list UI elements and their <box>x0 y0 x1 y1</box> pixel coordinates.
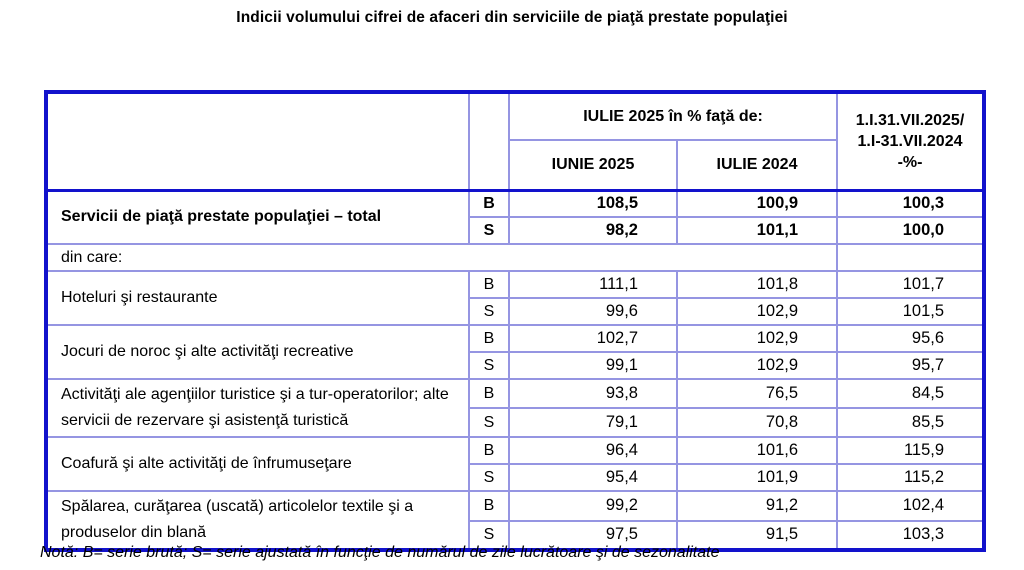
header-empty-category <box>45 91 470 192</box>
series-letter-s: S <box>468 297 510 326</box>
table-row-total-s: S 98,2 101,1 100,0 <box>46 216 986 245</box>
value-cell: 111,1 <box>508 270 678 299</box>
value-cell: 96,4 <box>508 436 678 465</box>
series-letter-b: B <box>468 436 510 465</box>
row-label: Spălarea, curăţarea (uscată) articolelor… <box>45 490 470 551</box>
table-row: Hoteluri şi restaurante B 111,1 101,8 10… <box>45 270 986 326</box>
value-cell: 101,6 <box>675 436 839 465</box>
period-line-2: 1.I-31.VII.2024 <box>857 132 963 150</box>
table-row: Coafură şi alte activităţi de înfrumuseţ… <box>45 436 986 492</box>
value-cell: 93,8 <box>508 378 678 409</box>
value-cell: 91,5 <box>675 519 839 551</box>
value-cell: 100,3 <box>836 189 986 218</box>
series-letter-b: B <box>468 189 510 218</box>
series-letter-b: B <box>468 324 510 353</box>
value-cell: 99,6 <box>508 297 678 326</box>
value-cell: 102,9 <box>675 324 839 353</box>
series-letter-s: S <box>468 216 510 245</box>
value-cell: 102,9 <box>675 297 839 326</box>
footnote: Notă: B= serie brută; S= serie ajustată … <box>40 544 720 561</box>
table-row: Activităţi ale agenţiilor turistice şi a… <box>45 378 986 438</box>
row-label: Activităţi ale agenţiilor turistice şi a… <box>45 378 470 438</box>
value-cell: 98,2 <box>508 216 678 245</box>
value-cell: 108,5 <box>508 189 678 218</box>
row-label: Jocuri de noroc şi alte activităţi recre… <box>45 324 470 380</box>
series-letter-b: B <box>468 490 510 522</box>
value-cell: 79,1 <box>508 407 678 438</box>
value-cell: 97,5 <box>508 519 678 551</box>
value-cell: 95,6 <box>836 324 986 353</box>
value-cell: 70,8 <box>675 407 839 438</box>
value-cell: 91,2 <box>675 490 839 522</box>
table-row: S 95,4 101,9 115,2 <box>46 463 986 492</box>
series-letter-b: B <box>468 378 510 409</box>
table-row: S 97,5 91,5 103,3 <box>46 519 986 551</box>
row-label: Coafură şi alte activităţi de înfrumuseţ… <box>45 436 470 492</box>
series-letter-s: S <box>468 407 510 438</box>
header-cumulative-period: 1.I.31.VII.2025/ 1.I-31.VII.2024 -%- <box>836 91 986 192</box>
series-letter-s: S <box>468 519 510 551</box>
row-label-total: Servicii de piaţă prestate populaţiei – … <box>45 189 470 245</box>
value-cell: 101,1 <box>675 216 839 245</box>
value-cell: 95,7 <box>836 351 986 380</box>
value-cell: 99,2 <box>508 490 678 522</box>
page-title: Indicii volumului cifrei de afaceri din … <box>236 9 788 26</box>
table-row-total-b: Servicii de piaţă prestate populaţiei – … <box>45 189 986 245</box>
header-row-2: IUNIE 2025 IULIE 2024 <box>46 139 984 192</box>
value-cell: 115,2 <box>836 463 986 492</box>
value-cell: 103,3 <box>836 519 986 551</box>
value-cell: 99,1 <box>508 351 678 380</box>
din-care-empty-cell <box>836 243 986 272</box>
table-row-din-care: din care: <box>44 243 986 272</box>
value-cell: 101,8 <box>675 270 839 299</box>
header-col-iulie-2024: IULIE 2024 <box>675 139 839 192</box>
series-letter-s: S <box>468 463 510 492</box>
value-cell: 101,5 <box>836 297 986 326</box>
table-row: S 99,6 102,9 101,5 <box>46 297 986 326</box>
value-cell: 102,9 <box>675 351 839 380</box>
header-empty-series <box>468 91 510 192</box>
value-cell: 100,9 <box>675 189 839 218</box>
header-span-label: IULIE 2025 în % faţă de: <box>507 91 839 141</box>
period-line-1: 1.I.31.VII.2025/ <box>855 111 965 129</box>
value-cell: 76,5 <box>675 378 839 409</box>
value-cell: 102,4 <box>836 490 986 522</box>
value-cell: 101,7 <box>836 270 986 299</box>
period-line-3: -%- <box>897 153 923 171</box>
value-cell: 84,5 <box>836 378 986 409</box>
table-row: Jocuri de noroc şi alte activităţi recre… <box>45 324 986 380</box>
header-row-1: IULIE 2025 în % faţă de: 1.I.31.VII.2025… <box>45 91 986 192</box>
table-row: S 79,1 70,8 85,5 <box>46 407 986 438</box>
value-cell: 85,5 <box>836 407 986 438</box>
value-cell: 115,9 <box>836 436 986 465</box>
data-table: IULIE 2025 în % faţă de: 1.I.31.VII.2025… <box>44 90 987 552</box>
din-care-label: din care: <box>44 243 839 272</box>
series-letter-b: B <box>468 270 510 299</box>
value-cell: 102,7 <box>508 324 678 353</box>
value-cell: 95,4 <box>508 463 678 492</box>
row-label: Hoteluri şi restaurante <box>45 270 470 326</box>
series-letter-s: S <box>468 351 510 380</box>
header-col-iunie-2025: IUNIE 2025 <box>508 139 678 192</box>
value-cell: 100,0 <box>836 216 986 245</box>
value-cell: 101,9 <box>675 463 839 492</box>
table-row: S 99,1 102,9 95,7 <box>46 351 986 380</box>
table-row: Spălarea, curăţarea (uscată) articolelor… <box>45 490 986 551</box>
